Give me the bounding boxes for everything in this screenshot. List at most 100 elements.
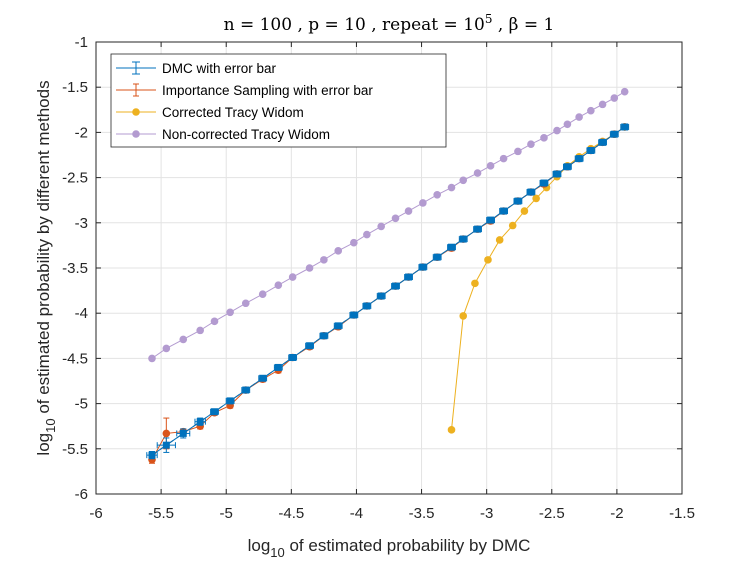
data-point: [433, 253, 441, 261]
data-point: [404, 207, 413, 215]
x-axis-label: log10 of estimated probability by DMC: [248, 536, 531, 560]
data-point: [391, 214, 400, 223]
data-point: [274, 363, 282, 371]
data-point: [148, 451, 156, 459]
series-line: [451, 126, 625, 430]
data-point: [419, 263, 427, 271]
data-point: [471, 279, 479, 288]
data-point: [289, 353, 297, 361]
x-tick-label: -2: [610, 505, 623, 522]
series-layer: [146, 87, 630, 464]
data-point: [621, 123, 629, 131]
y-tick-label: -5: [75, 396, 88, 413]
data-point: [599, 138, 607, 146]
data-point: [575, 113, 583, 121]
data-point: [320, 256, 328, 264]
axis-ticks: -6 -5.5 -5 -4.5 -4 -3.5 -3 -2.5 -2 -1.5 -6 -5.5 -5 -4…: [62, 34, 695, 522]
data-point: [363, 230, 371, 239]
data-point: [320, 332, 328, 340]
data-point: [459, 312, 468, 320]
data-point: [259, 374, 267, 382]
data-point: [377, 222, 385, 231]
data-point: [288, 273, 297, 281]
data-point: [334, 322, 342, 330]
x-tick-label: -2.5: [539, 505, 565, 522]
y-tick-label: -5.5: [62, 441, 88, 458]
data-point: [514, 147, 522, 156]
legend: DMC with error bar Importance Sampling w…: [110, 53, 447, 148]
data-point: [610, 94, 619, 102]
data-point: [620, 87, 629, 96]
legend-label-corrected-tracy-widom: Corrected Tracy Widom: [162, 105, 304, 120]
data-point: [587, 146, 595, 154]
data-point: [350, 311, 358, 319]
data-point: [459, 235, 467, 243]
legend-label-dmc: DMC with error bar: [162, 61, 277, 76]
data-point: [274, 281, 283, 289]
data-point: [598, 100, 607, 109]
data-point: [162, 344, 171, 353]
data-point: [532, 194, 540, 203]
x-tick-label: -6: [89, 505, 102, 522]
x-tick-label: -4.5: [278, 505, 304, 522]
data-point: [540, 134, 548, 142]
x-tick-label: -1.5: [669, 505, 695, 522]
data-point: [162, 441, 170, 449]
data-point: [587, 106, 595, 115]
legend-entry-importance-sampling: Importance Sampling with error bar: [116, 83, 373, 98]
data-point: [563, 163, 571, 171]
legend-entry-dmc: DMC with error bar: [116, 61, 277, 76]
data-point: [210, 317, 219, 326]
legend-label-importance-sampling: Importance Sampling with error bar: [162, 83, 373, 98]
legend-entry-non-corrected-tracy-widom: Non-corrected Tracy Widom: [116, 127, 330, 142]
data-point: [447, 426, 456, 434]
y-tick-label: -3.5: [62, 260, 88, 277]
data-point: [305, 264, 314, 272]
legend-marker-non-corrected-tracy-widom: [132, 130, 140, 138]
data-point: [179, 429, 187, 437]
y-tick-label: -4: [75, 305, 88, 322]
data-point: [306, 342, 314, 350]
data-point: [448, 243, 456, 251]
data-point: [527, 188, 535, 196]
series-3: [148, 87, 629, 363]
data-point: [241, 299, 250, 308]
data-point: [211, 408, 219, 416]
y-tick-label: -6: [75, 486, 88, 503]
data-point: [553, 170, 561, 178]
data-point: [196, 326, 204, 335]
y-tick-label: -1.5: [62, 79, 88, 96]
data-point: [447, 183, 456, 192]
data-point: [196, 418, 204, 426]
data-point: [226, 308, 234, 317]
data-point: [162, 429, 171, 438]
legend-box: [110, 53, 447, 148]
data-point: [610, 130, 618, 138]
data-point: [226, 397, 234, 405]
data-point: [563, 120, 572, 129]
y-tick-label: -1: [75, 34, 88, 51]
legend-label-non-corrected-tracy-widom: Non-corrected Tracy Widom: [162, 127, 330, 142]
data-point: [514, 197, 522, 205]
data-point: [419, 199, 427, 207]
y-axis-label: log10 of estimated probability by differ…: [34, 80, 58, 455]
data-point: [495, 236, 504, 244]
data-point: [499, 154, 508, 163]
x-tick-label: -3: [480, 505, 493, 522]
x-tick-label: -3.5: [409, 505, 435, 522]
data-point: [540, 179, 548, 187]
data-point: [487, 216, 495, 224]
data-point: [405, 273, 413, 281]
data-point: [179, 335, 188, 344]
data-point: [508, 221, 517, 230]
data-point: [334, 247, 343, 255]
data-point: [350, 238, 358, 247]
data-point: [242, 386, 250, 394]
data-point: [484, 256, 492, 264]
y-tick-label: -4.5: [62, 350, 88, 367]
data-point: [258, 290, 267, 299]
data-point: [392, 282, 400, 290]
y-tick-label: -2: [75, 124, 88, 141]
data-point: [527, 140, 535, 148]
